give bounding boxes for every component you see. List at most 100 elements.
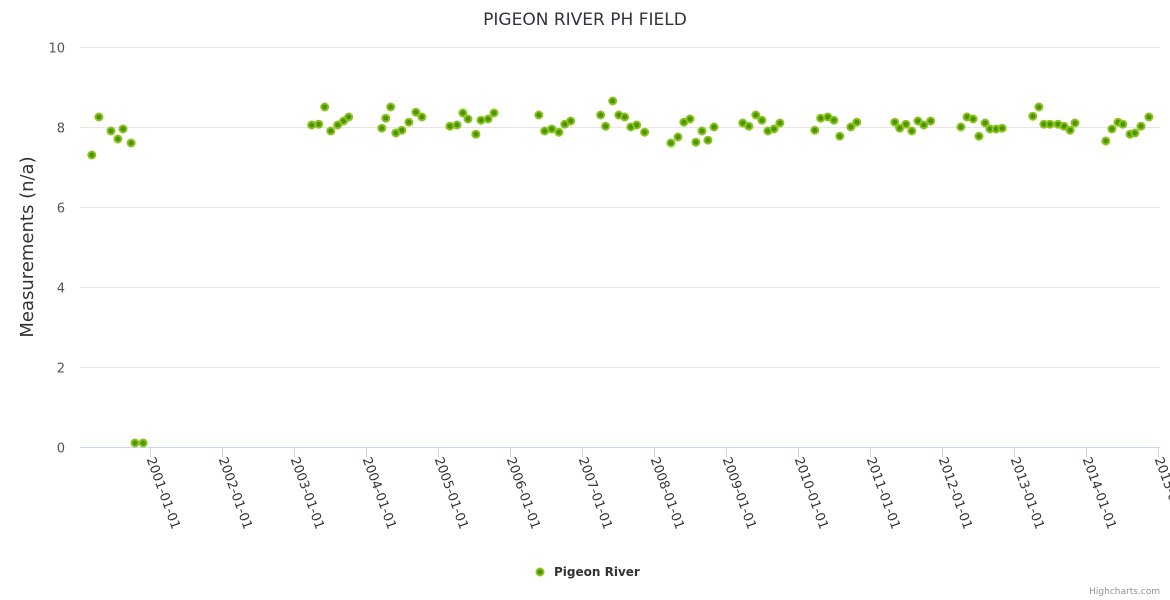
data-point[interactable]: [404, 117, 414, 127]
data-point[interactable]: [333, 120, 343, 130]
data-point[interactable]: [829, 115, 839, 125]
data-point[interactable]: [463, 114, 473, 124]
data-point[interactable]: [547, 124, 557, 134]
data-point[interactable]: [1107, 124, 1117, 134]
credits-link[interactable]: Highcharts.com: [1089, 587, 1160, 597]
data-point[interactable]: [307, 120, 317, 130]
data-point[interactable]: [926, 116, 936, 126]
data-point[interactable]: [846, 122, 856, 132]
data-point[interactable]: [377, 123, 387, 133]
data-point[interactable]: [381, 113, 391, 123]
data-point[interactable]: [483, 114, 493, 124]
data-point[interactable]: [106, 126, 116, 136]
data-point[interactable]: [632, 120, 642, 130]
data-point[interactable]: [997, 123, 1007, 133]
data-point[interactable]: [417, 112, 427, 122]
data-point[interactable]: [118, 124, 128, 134]
data-point[interactable]: [816, 113, 826, 123]
data-point[interactable]: [489, 108, 499, 118]
x-tick-label: 2013-01-01: [1007, 455, 1047, 531]
data-point[interactable]: [1059, 121, 1069, 131]
data-point[interactable]: [919, 120, 929, 130]
data-point[interactable]: [980, 118, 990, 128]
data-point[interactable]: [835, 131, 845, 141]
data-point[interactable]: [691, 137, 701, 147]
x-tick-label: 2014-01-01: [1079, 455, 1119, 531]
data-point[interactable]: [1144, 112, 1154, 122]
y-tick-label: 2: [57, 362, 65, 377]
legend-marker-icon: [535, 567, 545, 577]
data-point[interactable]: [640, 127, 650, 137]
data-point[interactable]: [411, 107, 421, 117]
data-point[interactable]: [703, 135, 713, 145]
x-tick-label: 2009-01-01: [719, 455, 759, 531]
data-point[interactable]: [810, 125, 820, 135]
y-tick-label: 4: [57, 282, 65, 297]
data-point[interactable]: [895, 123, 905, 133]
data-point[interactable]: [540, 126, 550, 136]
x-tick-label: 2012-01-01: [935, 455, 975, 531]
data-point[interactable]: [968, 114, 978, 124]
data-point[interactable]: [685, 114, 695, 124]
data-point[interactable]: [757, 115, 767, 125]
data-point[interactable]: [445, 121, 455, 131]
data-point[interactable]: [601, 121, 611, 131]
data-point[interactable]: [1070, 118, 1080, 128]
x-tick-label: 2002-01-01: [215, 455, 255, 531]
data-point[interactable]: [458, 108, 468, 118]
data-point[interactable]: [697, 126, 707, 136]
data-point[interactable]: [890, 117, 900, 127]
data-point[interactable]: [554, 127, 564, 137]
data-point[interactable]: [620, 112, 630, 122]
data-point[interactable]: [1136, 121, 1146, 131]
data-point[interactable]: [1045, 119, 1055, 129]
data-point[interactable]: [974, 131, 984, 141]
data-point[interactable]: [87, 150, 97, 160]
data-point[interactable]: [1034, 102, 1044, 112]
data-point[interactable]: [314, 119, 324, 129]
data-point[interactable]: [126, 138, 136, 148]
x-tick-label: 2005-01-01: [431, 455, 471, 531]
data-point[interactable]: [608, 96, 618, 106]
legend-item-pigeon-river[interactable]: Pigeon River: [554, 565, 640, 579]
data-point[interactable]: [1130, 128, 1140, 138]
data-point[interactable]: [113, 134, 123, 144]
data-point[interactable]: [94, 112, 104, 122]
x-tick-label: 2015-01-01: [1151, 455, 1170, 531]
data-point[interactable]: [709, 122, 719, 132]
data-point[interactable]: [566, 116, 576, 126]
data-point[interactable]: [852, 117, 862, 127]
data-point[interactable]: [744, 121, 754, 131]
data-point[interactable]: [666, 138, 676, 148]
data-point[interactable]: [901, 119, 911, 129]
data-point[interactable]: [471, 129, 481, 139]
data-point[interactable]: [1101, 136, 1111, 146]
data-point[interactable]: [1065, 125, 1075, 135]
series-pigeon-river[interactable]: [87, 96, 1154, 448]
data-point[interactable]: [1118, 119, 1128, 129]
x-tick-label: 2008-01-01: [647, 455, 687, 531]
data-point[interactable]: [913, 116, 923, 126]
data-point[interactable]: [956, 122, 966, 132]
x-tick-label: 2007-01-01: [575, 455, 615, 531]
data-point[interactable]: [907, 126, 917, 136]
data-point[interactable]: [320, 102, 330, 112]
data-point[interactable]: [673, 132, 683, 142]
data-point[interactable]: [452, 120, 462, 130]
data-point[interactable]: [326, 126, 336, 136]
data-point[interactable]: [386, 102, 396, 112]
data-point[interactable]: [476, 115, 486, 125]
legend[interactable]: Pigeon River: [535, 565, 640, 579]
data-point[interactable]: [138, 438, 148, 448]
data-point[interactable]: [769, 124, 779, 134]
x-tick-label: 2010-01-01: [791, 455, 831, 531]
data-point[interactable]: [775, 118, 785, 128]
data-point[interactable]: [534, 110, 544, 120]
data-point[interactable]: [130, 438, 140, 448]
data-point[interactable]: [596, 110, 606, 120]
data-point[interactable]: [1028, 111, 1038, 121]
x-tick-label: 2011-01-01: [863, 455, 903, 531]
data-point[interactable]: [751, 110, 761, 120]
data-point[interactable]: [344, 112, 354, 122]
data-point[interactable]: [397, 125, 407, 135]
